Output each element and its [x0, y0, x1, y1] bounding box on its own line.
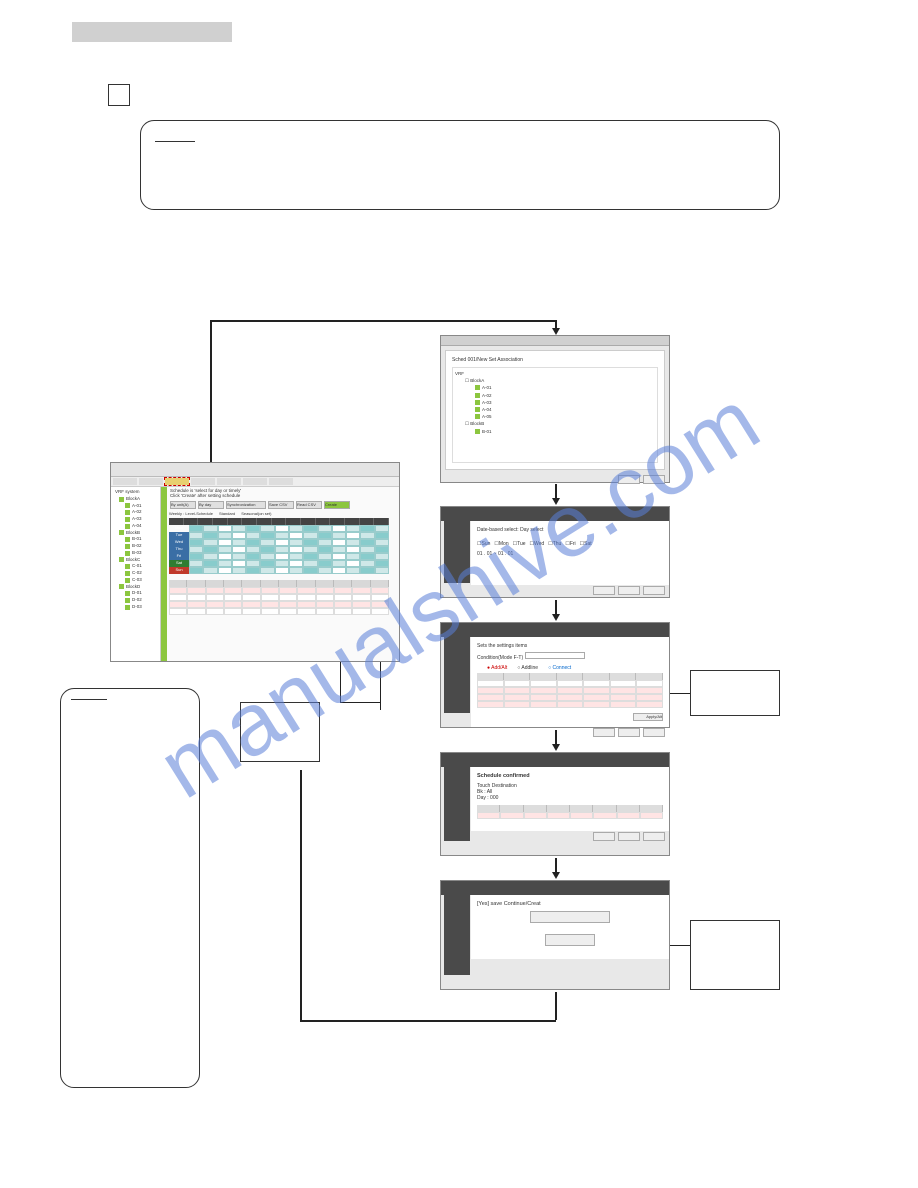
- dialog-day-select: Date-based select: Day select ☐Sun ☐Mon …: [440, 506, 670, 598]
- dialog-title: Schedule confirmed: [477, 773, 663, 779]
- menu-tab[interactable]: [191, 478, 215, 485]
- arrow-head: [552, 328, 560, 335]
- page-header-bar: [72, 22, 232, 42]
- tree-unit[interactable]: A-03: [475, 399, 655, 406]
- dialog-side: [444, 521, 470, 583]
- yes-button[interactable]: [593, 832, 615, 841]
- day-checkbox[interactable]: ☐Mon: [494, 541, 508, 547]
- menu-tab[interactable]: [217, 478, 241, 485]
- dialog-caption: Sched 001/New Set Association: [450, 355, 660, 365]
- callout-box-small: [240, 702, 320, 762]
- tree-root[interactable]: VRF: [455, 370, 655, 377]
- radio-row: ● Add/Alt ○ Addline ○ Connect: [487, 665, 663, 671]
- note-callout: [140, 120, 780, 210]
- arrow-head: [552, 744, 560, 751]
- tree-unit[interactable]: A-01: [475, 384, 655, 391]
- tall-note: [60, 688, 200, 1088]
- no-button[interactable]: [545, 934, 595, 946]
- tree-group[interactable]: ☐ BlockB: [465, 420, 655, 427]
- day-checkbox[interactable]: ☐Sat: [580, 541, 592, 547]
- radio-connect[interactable]: ○ Connect: [548, 665, 571, 671]
- by-day-button[interactable]: By day: [198, 501, 224, 509]
- flow-line: [300, 770, 302, 1021]
- date-range[interactable]: 01 . 01 ~ 01 . 01: [477, 551, 663, 557]
- arrow-head: [552, 872, 560, 879]
- menu-tab[interactable]: [243, 478, 267, 485]
- unit-tree[interactable]: VRF system BlockA A-01 A-02 A-03 A-04 Bl…: [111, 487, 161, 661]
- tree-root[interactable]: VRF system: [115, 489, 158, 496]
- schedule-toolbar: By unit(A) By day Synchronization Save C…: [169, 499, 399, 511]
- content-pane: Schedule is 'select for day or timely' C…: [161, 487, 399, 661]
- annotation-label: [690, 670, 780, 716]
- yes-button[interactable]: [593, 728, 615, 737]
- yes-button[interactable]: [618, 475, 640, 484]
- no-button[interactable]: [618, 586, 640, 595]
- dialog-select-group: Sched 001/New Set Association VRF ☐ Bloc…: [440, 335, 670, 483]
- settings-table[interactable]: [477, 673, 663, 708]
- continue-button[interactable]: [530, 911, 610, 923]
- lower-table[interactable]: [169, 580, 389, 615]
- day-checkbox[interactable]: ☐Thu: [548, 541, 561, 547]
- note-text: Click 'Create' after setting schedule: [170, 493, 240, 498]
- close-button[interactable]: [643, 586, 665, 595]
- by-unit-button[interactable]: By unit(A): [170, 501, 196, 509]
- read-csv-button[interactable]: Read CSV: [296, 501, 322, 509]
- day-checkbox[interactable]: ☐Sun: [477, 541, 490, 547]
- dialog-titlebar: [441, 336, 669, 346]
- day-checkbox[interactable]: ☐Fri: [565, 541, 575, 547]
- arrow-head: [552, 614, 560, 621]
- yes-button[interactable]: [593, 586, 615, 595]
- apply-button[interactable]: Apply/Alt: [633, 713, 663, 721]
- dialog-confirm: Schedule confirmed Touch Destination Bk …: [440, 752, 670, 856]
- flow-line: [210, 320, 555, 322]
- main-app-window: VRF system BlockA A-01 A-02 A-03 A-04 Bl…: [110, 462, 400, 662]
- tree-unit[interactable]: A-04: [475, 406, 655, 413]
- sync-button[interactable]: Synchronization: [226, 501, 266, 509]
- menu-tab-active[interactable]: [165, 478, 189, 485]
- dialog-msg: [Yes] save Continue/Creat: [477, 901, 663, 907]
- no-button[interactable]: [618, 832, 640, 841]
- tree-group[interactable]: ☐ BlockA: [465, 377, 655, 384]
- no-button[interactable]: [618, 728, 640, 737]
- flow-line: [340, 702, 380, 703]
- dialog-finish: [Yes] save Continue/Creat: [440, 880, 670, 990]
- step-box: [108, 84, 130, 106]
- day-checkbox[interactable]: ☐Tue: [513, 541, 526, 547]
- flow-line: [555, 992, 557, 1020]
- block-icon: [119, 497, 124, 502]
- radio-add[interactable]: ● Add/Alt: [487, 665, 507, 671]
- dialog-header: [441, 507, 669, 521]
- selection-bar: [161, 487, 167, 661]
- menu-bar: [111, 477, 399, 487]
- tree-unit[interactable]: A-05: [475, 413, 655, 420]
- close-button[interactable]: [643, 728, 665, 737]
- confirm-table: [477, 805, 663, 819]
- schedule-grid[interactable]: Mon Tue Wed Thu Fri Sat Sun: [169, 518, 389, 574]
- menu-tab[interactable]: [139, 478, 163, 485]
- close-button[interactable]: [643, 832, 665, 841]
- window-titlebar: [111, 463, 399, 477]
- condition-input[interactable]: [525, 652, 585, 659]
- tree-unit[interactable]: A-02: [475, 392, 655, 399]
- flow-line: [210, 320, 212, 462]
- save-csv-button[interactable]: Save CSV: [268, 501, 294, 509]
- radio-addline[interactable]: ○ Addline: [517, 665, 538, 671]
- menu-tab[interactable]: [113, 478, 137, 485]
- day-checkbox[interactable]: ☐Wed: [530, 541, 545, 547]
- dialog-label: Date-based select: Day select: [477, 527, 663, 533]
- dialog-settings-items: Sets the settings items Condition(Mode F…: [440, 622, 670, 728]
- create-button[interactable]: Create: [324, 501, 350, 509]
- tree-unit[interactable]: B-01: [475, 428, 655, 435]
- arrow-head: [552, 498, 560, 505]
- no-button[interactable]: [643, 475, 665, 484]
- annotation-label: [690, 920, 780, 990]
- dialog-label: Sets the settings items: [477, 643, 663, 649]
- flow-line: [300, 1020, 556, 1022]
- menu-tab[interactable]: [269, 478, 293, 485]
